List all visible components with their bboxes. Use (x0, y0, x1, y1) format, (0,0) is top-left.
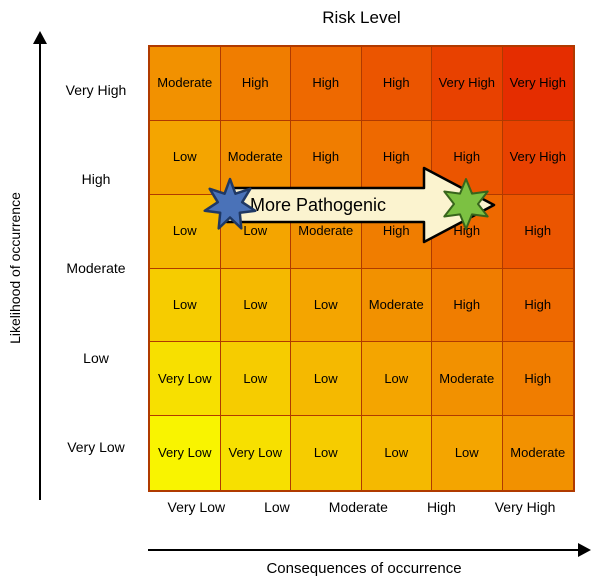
matrix-cell: Low (432, 416, 503, 490)
risk-matrix: Moderate High High High Very High Very High Lo… (148, 45, 575, 492)
matrix-cell: High (432, 120, 503, 195)
y-axis-arrow (39, 44, 41, 500)
x-axis-arrow (148, 549, 580, 551)
matrix-cell: High (432, 194, 503, 269)
matrix-cell: Low (150, 120, 221, 195)
matrix-cell: Moderate (502, 416, 573, 490)
matrix-cell: High (502, 342, 573, 417)
matrix-cell: Low (150, 268, 221, 343)
y-axis-arrowhead-icon (33, 31, 47, 44)
matrix-cell: High (361, 47, 432, 121)
matrix-cell: Low (291, 268, 362, 343)
matrix-cell: High (361, 120, 432, 195)
matrix-cell: High (502, 194, 573, 269)
x-tick-labels: Very Low Low Moderate High Very High (148, 499, 575, 515)
y-tick-label: Very High (65, 81, 127, 98)
y-tick-label: Moderate (66, 260, 126, 277)
matrix-cell: Low (150, 194, 221, 269)
matrix-cell: Low (361, 416, 432, 490)
matrix-cell: High (361, 194, 432, 269)
matrix-cell: Very High (432, 47, 503, 121)
matrix-cell: Very High (502, 120, 573, 195)
matrix-cell: Very Low (150, 416, 221, 490)
matrix-cell: Very Low (220, 416, 291, 490)
matrix-cell: Moderate (361, 268, 432, 343)
matrix-cell: Moderate (432, 342, 503, 417)
matrix-cell: High (220, 47, 291, 121)
matrix-cell: Low (220, 268, 291, 343)
x-axis-label: Consequences of occurrence (266, 560, 462, 577)
matrix-cell: Low (291, 342, 362, 417)
matrix-cell: Moderate (291, 194, 362, 269)
matrix-cell: Moderate (150, 47, 221, 121)
x-tick-label: Very Low (167, 499, 226, 515)
matrix-cell: Low (291, 416, 362, 490)
matrix-cell: Low (361, 342, 432, 417)
matrix-cell: Low (220, 342, 291, 417)
y-axis-label: Likelihood of occurrence (7, 192, 23, 344)
y-tick-labels: Very High High Moderate Low Very Low (52, 45, 140, 492)
matrix-cell: Moderate (220, 120, 291, 195)
y-tick-label: Low (83, 349, 109, 366)
chart-title: Risk Level (322, 8, 401, 27)
matrix-cell: Very High (502, 47, 573, 121)
x-axis-arrowhead-icon (578, 543, 591, 557)
matrix-cell: High (291, 120, 362, 195)
matrix-cell: Very Low (150, 342, 221, 417)
y-tick-label: High (81, 171, 111, 188)
y-tick-label: Very Low (67, 439, 125, 456)
matrix-cell: High (432, 268, 503, 343)
matrix-cell: High (291, 47, 362, 121)
x-tick-label: Low (264, 499, 290, 515)
matrix-cell: High (502, 268, 573, 343)
matrix-cell: Low (220, 194, 291, 269)
x-tick-label: High (426, 499, 456, 515)
x-tick-label: Very High (494, 499, 556, 515)
x-tick-label: Moderate (328, 499, 388, 515)
